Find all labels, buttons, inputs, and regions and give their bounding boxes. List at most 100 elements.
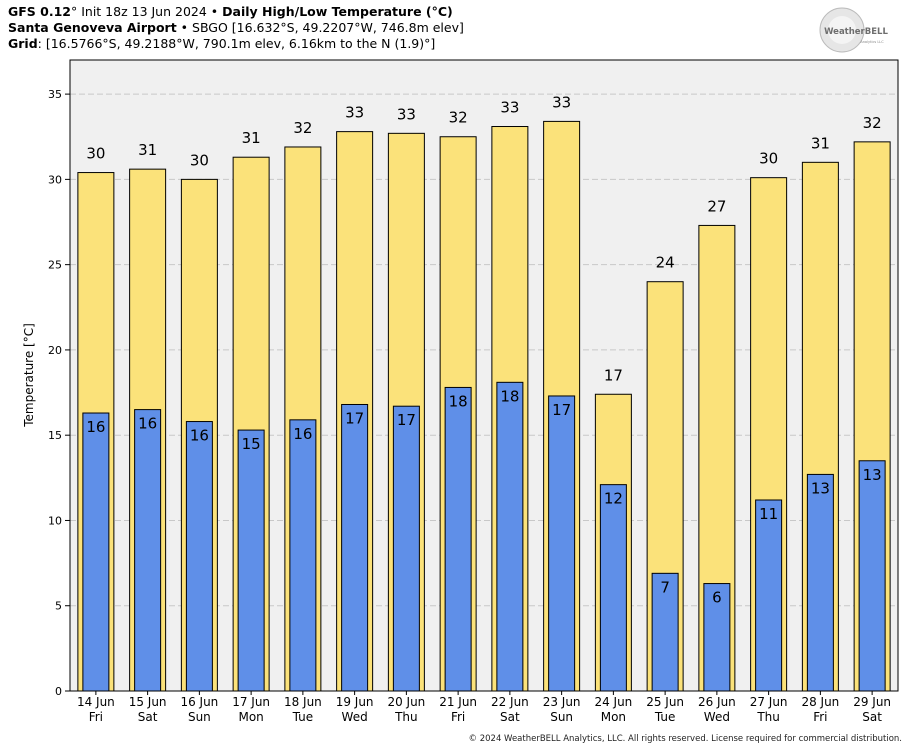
low-bar <box>392 405 420 692</box>
x-tick-weekday: Tue <box>654 710 676 724</box>
low-bar <box>599 484 627 692</box>
low-bar <box>806 473 834 692</box>
x-tick-date: 18 Jun <box>284 695 322 709</box>
high-value-label: 30 <box>86 145 105 163</box>
high-value-label: 30 <box>190 151 209 169</box>
low-value-label: 16 <box>138 415 157 433</box>
low-value-label: 16 <box>190 427 209 445</box>
low-value-label: 12 <box>604 490 623 508</box>
x-tick-date: 15 Jun <box>129 695 167 709</box>
high-value-label: 33 <box>500 99 519 117</box>
model-name: GFS 0.12 <box>8 4 71 19</box>
x-tick-weekday: Wed <box>342 710 368 724</box>
y-tick-label: 20 <box>48 344 62 357</box>
high-value-label: 32 <box>449 109 468 127</box>
high-value-label: 17 <box>604 366 623 384</box>
low-bar <box>289 419 317 692</box>
model-degree: ° <box>71 4 78 19</box>
logo-subtext: Analytics LLC <box>860 40 884 44</box>
y-tick-label: 15 <box>48 429 62 442</box>
x-tick-weekday: Mon <box>601 710 626 724</box>
low-value-label: 17 <box>397 411 416 429</box>
low-value-label: 16 <box>293 425 312 443</box>
x-tick-weekday: Sun <box>550 710 573 724</box>
low-bar <box>82 412 110 692</box>
x-tick-date: 20 Jun <box>387 695 425 709</box>
x-tick-date: 19 Jun <box>336 695 374 709</box>
high-value-label: 32 <box>293 119 312 137</box>
high-value-label: 30 <box>759 150 778 168</box>
x-tick-date: 14 Jun <box>77 695 115 709</box>
low-value-label: 17 <box>552 401 571 419</box>
chart-header: GFS 0.12° Init 18z 13 Jun 2024 • Daily H… <box>8 4 464 52</box>
bars: 30 16 31 16 30 16 31 15 32 16 33 17 33 17 32 18 33 18 33 17… <box>69 59 899 692</box>
y-tick-label: 30 <box>48 173 62 186</box>
init-time: Init 18z 13 Jun 2024 <box>77 4 207 19</box>
x-tick-date: 26 Jun <box>698 695 736 709</box>
low-value-label: 15 <box>242 435 261 453</box>
x-tick-weekday: Sat <box>500 710 520 724</box>
low-value-label: 13 <box>811 479 830 497</box>
x-tick-date: 27 Jun <box>750 695 788 709</box>
low-value-label: 18 <box>500 387 519 405</box>
site-name: Santa Genoveva Airport <box>8 20 177 35</box>
low-value-label: 13 <box>863 466 882 484</box>
low-bar <box>237 429 265 692</box>
x-tick-date: 29 Jun <box>853 695 891 709</box>
low-bar <box>651 572 679 692</box>
copyright-footer: © 2024 WeatherBELL Analytics, LLC. All r… <box>468 734 902 744</box>
high-value-label: 32 <box>863 114 882 132</box>
x-tick-weekday: Sat <box>138 710 158 724</box>
y-tick-label: 25 <box>48 259 62 272</box>
y-tick-label: 10 <box>48 514 62 527</box>
x-tick-weekday: Mon <box>238 710 263 724</box>
x-tick-date: 16 Jun <box>180 695 218 709</box>
low-bar <box>185 421 213 692</box>
plot-frame <box>69 59 899 692</box>
y-tick-label: 5 <box>55 600 62 613</box>
high-value-label: 24 <box>656 254 675 272</box>
x-tick-weekday: Wed <box>704 710 730 724</box>
x-tick-date: 17 Jun <box>232 695 270 709</box>
low-bar <box>548 395 576 692</box>
low-bar <box>341 403 369 692</box>
x-tick-weekday: Thu <box>756 710 780 724</box>
x-tick-date: 25 Jun <box>646 695 684 709</box>
header-line-grid: Grid: [16.5766°S, 49.2188°W, 790.1m elev… <box>8 36 464 52</box>
y-tick-label: 35 <box>48 88 62 101</box>
low-value-label: 17 <box>345 409 364 427</box>
x-tick-weekday: Fri <box>89 710 103 724</box>
high-value-label: 27 <box>707 197 726 215</box>
grid-info: : [16.5766°S, 49.2188°W, 790.1m elev, 6.… <box>37 36 436 51</box>
x-tick-weekday: Fri <box>813 710 827 724</box>
grid-label: Grid <box>8 36 38 51</box>
weatherbell-logo: WeatherBELL Analytics LLC <box>819 7 888 53</box>
logo-text: WeatherBELL <box>824 27 888 37</box>
low-value-label: 18 <box>449 392 468 410</box>
low-value-label: 11 <box>759 505 778 523</box>
high-value-label: 33 <box>397 105 416 123</box>
x-tick-date: 22 Jun <box>491 695 529 709</box>
y-tick-label: 0 <box>55 685 62 698</box>
y-axis-label: Temperature [°C] <box>22 323 36 428</box>
low-bar <box>858 460 886 692</box>
x-tick-weekday: Sun <box>188 710 211 724</box>
low-bar <box>134 409 162 692</box>
high-value-label: 31 <box>242 129 261 147</box>
x-tick-weekday: Thu <box>394 710 418 724</box>
x-tick-date: 21 Jun <box>439 695 477 709</box>
x-tick-date: 28 Jun <box>801 695 839 709</box>
x-tick-date: 24 Jun <box>594 695 632 709</box>
x-tick-weekday: Fri <box>451 710 465 724</box>
y-axis: 0 5 10 15 20 25 30 35 <box>48 88 70 698</box>
low-value-label: 16 <box>86 418 105 436</box>
low-value-label: 6 <box>712 589 722 607</box>
high-value-label: 33 <box>345 104 364 122</box>
low-value-label: 7 <box>660 578 670 596</box>
high-value-label: 31 <box>811 134 830 152</box>
product-title: Daily High/Low Temperature (°C) <box>222 4 453 19</box>
x-tick-weekday: Sat <box>862 710 882 724</box>
low-bar <box>496 381 524 692</box>
high-value-label: 33 <box>552 93 571 111</box>
